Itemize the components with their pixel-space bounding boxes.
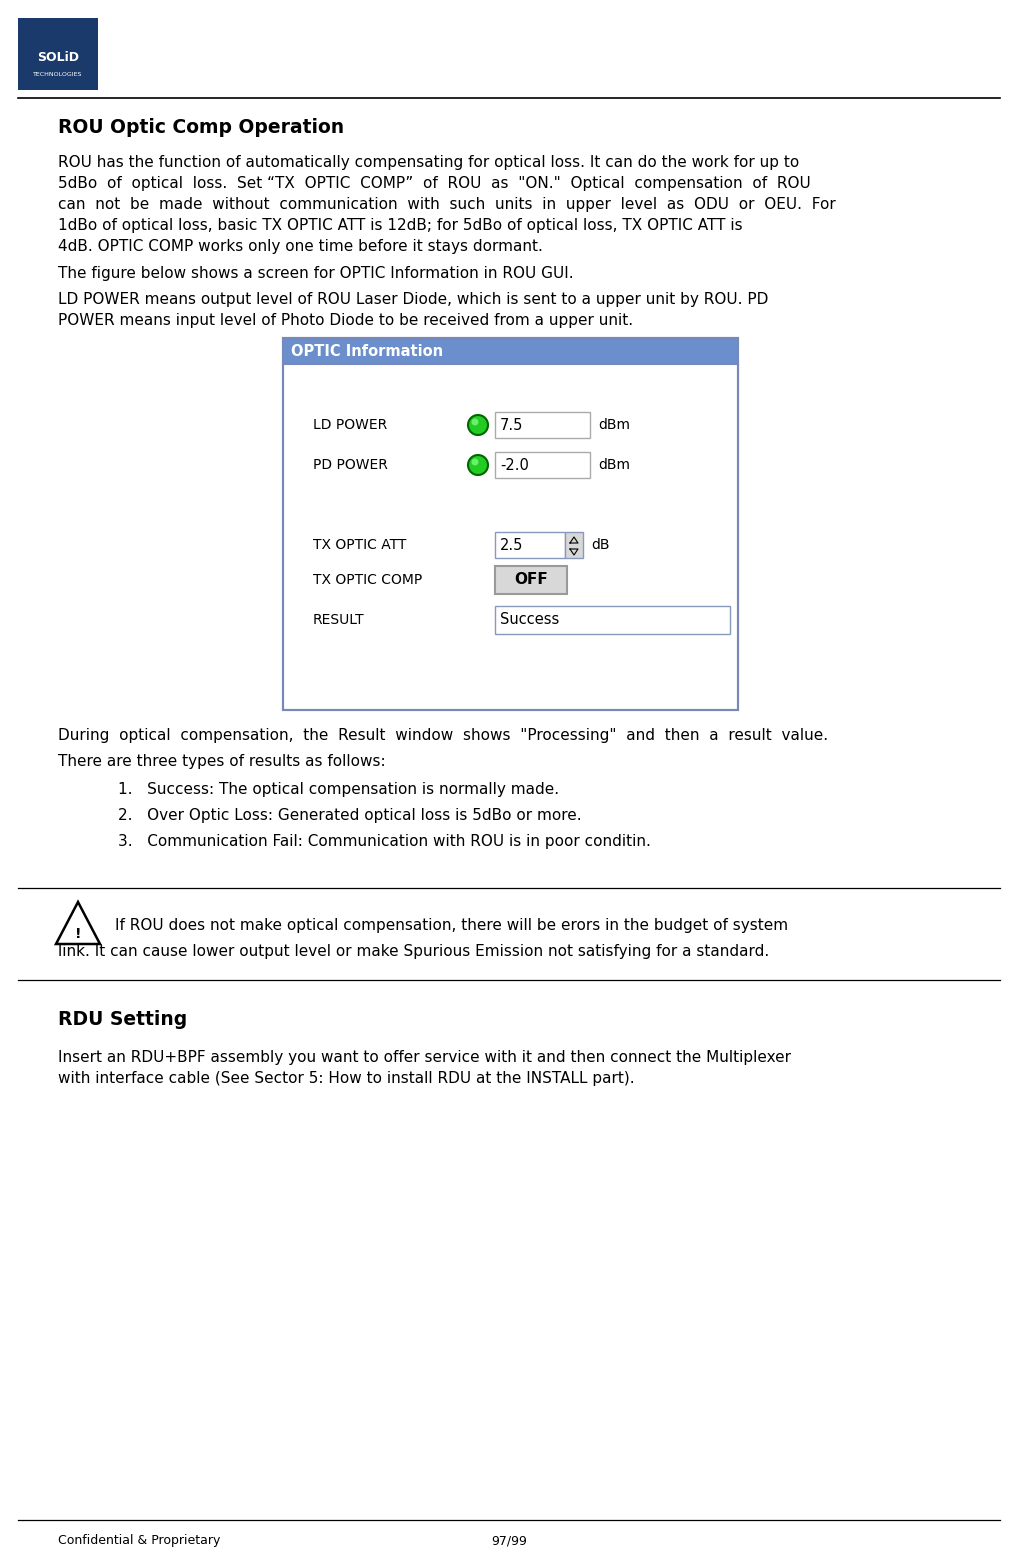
Text: Success: Success (500, 613, 559, 627)
Text: 2.   Over Optic Loss: Generated optical loss is 5dBo or more.: 2. Over Optic Loss: Generated optical lo… (118, 808, 581, 824)
Text: RESULT: RESULT (313, 613, 364, 627)
Text: If ROU does not make optical compensation, there will be erors in the budget of : If ROU does not make optical compensatio… (115, 917, 788, 933)
Text: dBm: dBm (598, 418, 630, 432)
Circle shape (471, 459, 478, 465)
Text: OFF: OFF (514, 573, 548, 588)
Text: link. It can cause lower output level or make Spurious Emission not satisfying f: link. It can cause lower output level or… (58, 944, 770, 959)
Text: 4dB. OPTIC COMP works only one time before it stays dormant.: 4dB. OPTIC COMP works only one time befo… (58, 239, 543, 254)
FancyBboxPatch shape (18, 19, 98, 90)
FancyBboxPatch shape (495, 566, 567, 594)
Text: -2.0: -2.0 (500, 457, 529, 473)
Text: dB: dB (591, 538, 610, 552)
Text: LD POWER: LD POWER (313, 418, 387, 432)
Text: 97/99: 97/99 (491, 1533, 527, 1548)
Text: 3.   Communication Fail: Communication with ROU is in poor conditin.: 3. Communication Fail: Communication wit… (118, 835, 651, 849)
FancyBboxPatch shape (283, 339, 738, 363)
FancyBboxPatch shape (495, 605, 730, 633)
Text: ROU has the function of automatically compensating for optical loss. It can do t: ROU has the function of automatically co… (58, 154, 799, 170)
FancyBboxPatch shape (495, 532, 565, 558)
Text: !: ! (74, 927, 81, 941)
Text: There are three types of results as follows:: There are three types of results as foll… (58, 753, 386, 769)
Circle shape (468, 456, 488, 474)
Text: POWER means input level of Photo Diode to be received from a upper unit.: POWER means input level of Photo Diode t… (58, 314, 633, 328)
Polygon shape (56, 902, 100, 944)
Circle shape (468, 415, 488, 435)
Circle shape (471, 418, 478, 426)
Text: dBm: dBm (598, 459, 630, 473)
Text: can  not  be  made  without  communication  with  such  units  in  upper  level : can not be made without communication wi… (58, 197, 836, 212)
Text: During  optical  compensation,  the  Result  window  shows  "Processing"  and  t: During optical compensation, the Result … (58, 729, 828, 743)
Text: ROU Optic Comp Operation: ROU Optic Comp Operation (58, 119, 344, 137)
FancyBboxPatch shape (495, 452, 590, 477)
Text: TX OPTIC COMP: TX OPTIC COMP (313, 573, 422, 587)
Text: SOLiD: SOLiD (37, 51, 79, 64)
FancyBboxPatch shape (283, 363, 738, 710)
Text: The figure below shows a screen for OPTIC Information in ROU GUI.: The figure below shows a screen for OPTI… (58, 267, 573, 281)
FancyBboxPatch shape (565, 532, 583, 558)
Text: TECHNOLOGIES: TECHNOLOGIES (34, 72, 82, 76)
Text: 1dBo of optical loss, basic TX OPTIC ATT is 12dB; for 5dBo of optical loss, TX O: 1dBo of optical loss, basic TX OPTIC ATT… (58, 218, 742, 232)
FancyBboxPatch shape (495, 412, 590, 438)
Text: Insert an RDU+BPF assembly you want to offer service with it and then connect th: Insert an RDU+BPF assembly you want to o… (58, 1050, 791, 1065)
Text: OPTIC Information: OPTIC Information (291, 343, 443, 359)
Text: 2.5: 2.5 (500, 538, 523, 552)
Text: LD POWER means output level of ROU Laser Diode, which is sent to a upper unit by: LD POWER means output level of ROU Laser… (58, 292, 769, 307)
Text: 1.   Success: The optical compensation is normally made.: 1. Success: The optical compensation is … (118, 782, 559, 797)
Text: 7.5: 7.5 (500, 418, 523, 432)
Text: 5dBo  of  optical  loss.  Set “TX  OPTIC  COMP”  of  ROU  as  "ON."  Optical  co: 5dBo of optical loss. Set “TX OPTIC COMP… (58, 176, 810, 190)
Text: PD POWER: PD POWER (313, 459, 388, 473)
Text: with interface cable (See Sector 5: How to install RDU at the INSTALL part).: with interface cable (See Sector 5: How … (58, 1072, 634, 1086)
Text: Confidential & Proprietary: Confidential & Proprietary (58, 1533, 220, 1548)
Text: TX OPTIC ATT: TX OPTIC ATT (313, 538, 406, 552)
Text: RDU Setting: RDU Setting (58, 1009, 187, 1030)
